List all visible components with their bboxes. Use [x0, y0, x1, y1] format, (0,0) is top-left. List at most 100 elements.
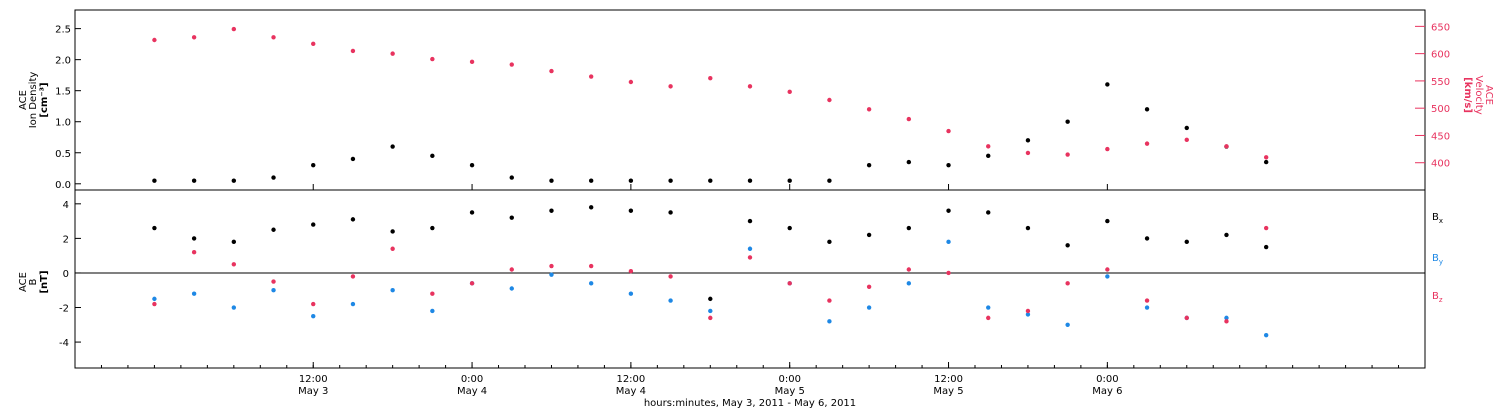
bz-point — [509, 267, 514, 272]
velocity-point — [509, 62, 514, 67]
by-point — [708, 308, 713, 314]
density-point — [1025, 138, 1031, 143]
density-point — [152, 178, 157, 183]
legend-bz-main: B — [1432, 291, 1439, 302]
velocity-tick-label: 650 — [1431, 22, 1450, 33]
b-axis-label-line3: [nT] — [39, 270, 50, 293]
by-point — [1025, 312, 1031, 317]
by-point — [1065, 322, 1070, 327]
velocity-point — [549, 68, 554, 74]
by-point — [906, 281, 912, 286]
velocity-point — [787, 89, 792, 95]
bz-point — [390, 246, 395, 251]
density-tick-label: 0.5 — [55, 149, 71, 160]
density-tick-label: 2.0 — [55, 56, 71, 67]
bx-point — [747, 218, 753, 224]
bx-point — [430, 225, 435, 231]
velocity-point — [668, 84, 673, 89]
density-axis-label-line1: ACE — [18, 90, 29, 110]
bx-point — [1224, 232, 1229, 238]
bx-point — [231, 239, 237, 245]
density-point — [390, 144, 395, 149]
velocity-tick-label: 600 — [1431, 50, 1450, 61]
x-tick-date: May 3 — [298, 386, 328, 397]
bz-point — [152, 301, 157, 307]
density-point — [271, 175, 276, 180]
x-tick-date: May 4 — [616, 386, 646, 397]
legend-bx: Bx — [1432, 212, 1443, 225]
by-point — [271, 288, 276, 293]
bz-point — [946, 270, 951, 276]
density-point — [986, 153, 991, 159]
density-point — [1144, 107, 1150, 112]
bx-point — [668, 210, 673, 215]
velocity-point — [231, 26, 237, 32]
density-point — [906, 159, 912, 165]
bx-point — [946, 208, 951, 213]
velocity-point — [1224, 144, 1229, 149]
bx-point — [191, 236, 197, 241]
b-axis-ticks: -4 -2 0 2 4 — [59, 200, 81, 349]
bz-point — [469, 281, 475, 286]
by-point — [946, 239, 951, 245]
bz-point — [708, 315, 713, 321]
bz-point — [430, 291, 435, 296]
b-axis-label: ACE B [nT] — [18, 270, 50, 293]
density-tick-label: 1.5 — [55, 87, 71, 98]
bz-point — [231, 262, 237, 267]
legend-bz-sub: z — [1439, 296, 1443, 304]
b-tick-label: 4 — [63, 200, 69, 211]
bz-point — [787, 281, 792, 286]
bx-point — [628, 208, 634, 213]
by-point — [549, 272, 554, 277]
velocity-point — [946, 128, 951, 134]
legend-by-main: B — [1432, 253, 1439, 264]
x-tick-date: May 6 — [1092, 386, 1122, 397]
density-point — [231, 178, 237, 183]
bz-point — [1144, 298, 1150, 303]
velocity-tick-label: 500 — [1431, 104, 1450, 115]
velocity-point — [390, 51, 395, 56]
velocity-point — [191, 35, 197, 40]
b-tick-label: -4 — [59, 338, 69, 349]
by-point — [509, 286, 514, 291]
bz-point — [1263, 225, 1269, 231]
x-tick-date: May 5 — [775, 386, 805, 397]
by-point — [1263, 332, 1269, 338]
density-point — [866, 162, 872, 168]
x-tick-time: 12:00 — [299, 374, 328, 385]
b-tick-label: 0 — [63, 269, 69, 280]
b-axis-label-line1: ACE — [18, 272, 29, 292]
bx-point — [1025, 225, 1031, 231]
by-point — [152, 296, 157, 302]
velocity-point — [350, 48, 356, 54]
velocity-point — [628, 79, 634, 85]
velocity-point — [271, 35, 276, 40]
velocity-point — [1144, 141, 1150, 146]
bx-point — [350, 217, 356, 222]
bottom-panel-frame — [74, 189, 1426, 369]
bz-point — [549, 263, 554, 269]
density-axis-label: ACE Ion Density [cm⁻³] — [18, 72, 50, 129]
bx-point — [1184, 239, 1189, 245]
velocity-axis-label: ACE Velocity [km/s] — [1462, 75, 1494, 114]
x-axis-title: hours:minutes, May 3, 2011 - May 6, 2011 — [644, 398, 856, 409]
velocity-point — [827, 97, 832, 103]
by-point — [866, 305, 872, 310]
b-tick-label: -2 — [59, 304, 69, 315]
b-axis-label-line2: B — [28, 278, 39, 285]
by-point — [668, 298, 673, 303]
velocity-point — [588, 74, 594, 79]
density-point — [827, 178, 832, 183]
density-point — [1263, 159, 1269, 165]
bx-point — [787, 225, 792, 231]
bz-series — [152, 225, 1269, 324]
density-point — [191, 178, 197, 183]
bz-point — [668, 274, 673, 279]
b-tick-label: 2 — [63, 234, 69, 245]
density-point — [509, 175, 514, 180]
by-point — [430, 308, 435, 314]
velocity-point — [1105, 146, 1110, 152]
bx-point — [1065, 243, 1070, 248]
